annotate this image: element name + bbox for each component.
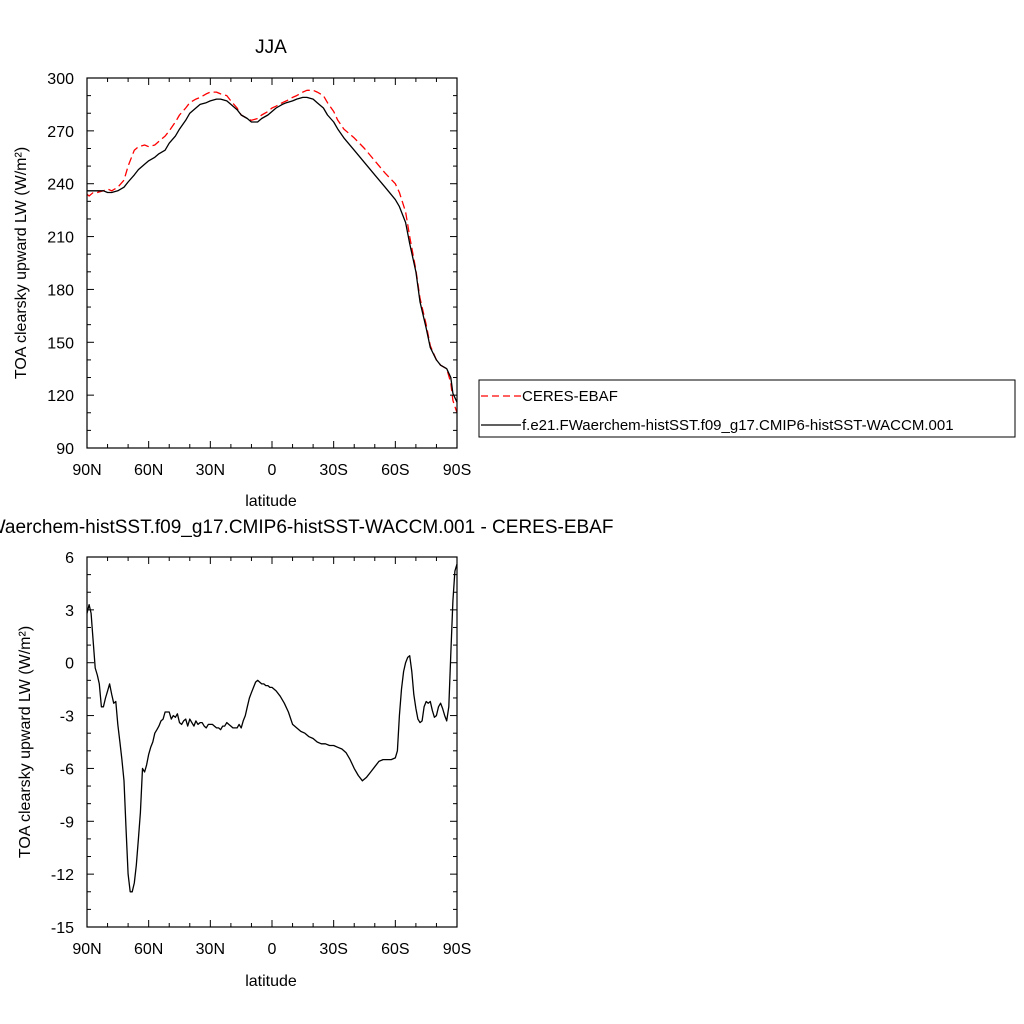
chart1-x-tick-label-1: 60N [134, 941, 163, 958]
bottom-chart-title: f.e21.FWaerchem-histSST.f09_g17.CMIP6-hi… [0, 517, 613, 538]
chart1-x-tick-label-6: 90S [443, 941, 471, 958]
bottom-series-group [86, 563, 458, 893]
chart0-y-tick-label-5: 240 [47, 177, 74, 194]
chart0-series-1-line [87, 96, 458, 403]
chart1-series-0-line [86, 563, 458, 893]
chart0-y-tick-label-2: 150 [47, 335, 74, 352]
chart0-x-tick-label-2: 30N [196, 462, 225, 479]
chart0-y-tick-label-0: 90 [56, 441, 74, 458]
top-plot-frame [86, 77, 458, 449]
legend-label-ceres: CERES-EBAF [522, 388, 618, 405]
chart0-y-tick-label-4: 210 [47, 230, 74, 247]
chart1-y-tick-label-1: -12 [51, 867, 74, 884]
chart1-y-tick-label-0: -15 [51, 920, 74, 937]
chart0-x-tick-label-5: 60S [381, 462, 409, 479]
legend: CERES-EBAF f.e21.FWaerchem-histSST.f09_g… [478, 379, 1016, 438]
chart0-y-tick-label-6: 270 [47, 124, 74, 141]
bottom-panel: f.e21.FWaerchem-histSST.f09_g17.CMIP6-hi… [0, 517, 613, 990]
chart0-y-tick-label-7: 300 [47, 71, 74, 88]
top-y-axis-label: TOA clearsky upward LW (W/m²) [13, 147, 30, 379]
chart1-y-tick-label-2: -9 [60, 814, 74, 831]
chart0-y-tick-label-1: 120 [47, 388, 74, 405]
chart1-x-tick-label-2: 30N [196, 941, 225, 958]
top-chart-title: JJA [255, 37, 287, 58]
chart0-y-tick-label-3: 180 [47, 282, 74, 299]
top-panel: JJA 90N 60N 30N 0 30S 60S 90S 90 120 150 180 210 240… [13, 37, 471, 510]
chart1-x-tick-label-3: 0 [268, 941, 277, 958]
chart1-x-tick-label-4: 30S [319, 941, 347, 958]
chart0-series-0-line [86, 89, 458, 414]
chart0-x-tick-label-3: 0 [268, 462, 277, 479]
chart1-y-tick-label-7: 6 [65, 550, 74, 567]
chart0-x-tick-label-0: 90N [72, 462, 101, 479]
chart1-x-tick-label-0: 90N [72, 941, 101, 958]
chart1-y-tick-label-4: -3 [60, 709, 74, 726]
top-series-group [86, 89, 458, 414]
chart1-y-tick-label-3: -6 [60, 761, 74, 778]
chart0-x-tick-label-4: 30S [319, 462, 347, 479]
chart0-x-tick-label-6: 90S [443, 462, 471, 479]
legend-box [478, 379, 1016, 438]
chart1-y-tick-label-6: 3 [65, 603, 74, 620]
chart1-x-tick-label-5: 60S [381, 941, 409, 958]
chart1-y-tick-label-5: 0 [65, 656, 74, 673]
bottom-ticks-group: 90N 60N 30N 0 30S 60S 90S -15 -12 -9 -6 -3 0 3 6 [51, 550, 471, 958]
bottom-x-axis-label: latitude [245, 973, 297, 990]
top-x-axis-label: latitude [245, 493, 297, 510]
bottom-plot-frame [86, 556, 458, 928]
chart0-x-tick-label-1: 60N [134, 462, 163, 479]
top-ticks-group: 90N 60N 30N 0 30S 60S 90S 90 120 150 180 210 240 270 3… [47, 71, 471, 479]
legend-label-model: f.e21.FWaerchem-histSST.f09_g17.CMIP6-hi… [522, 417, 954, 434]
bottom-y-axis-label: TOA clearsky upward LW (W/m²) [17, 626, 34, 858]
